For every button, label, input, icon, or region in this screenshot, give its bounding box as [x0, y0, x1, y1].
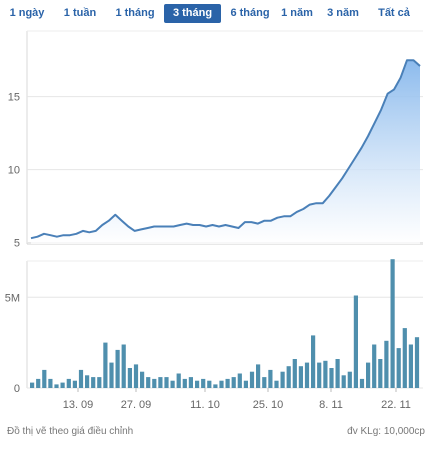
volume-bar	[347, 371, 352, 388]
volume-bar	[188, 377, 193, 388]
volume-bar	[304, 362, 310, 388]
volume-bar	[323, 360, 328, 388]
volume-bar	[396, 348, 401, 388]
volume-bars	[30, 259, 420, 388]
volume-bar	[390, 259, 395, 388]
volume-bar	[219, 380, 224, 388]
tab-all[interactable]: Tất cả	[378, 7, 410, 19]
volume-bar	[36, 378, 41, 388]
volume-bar	[311, 335, 316, 388]
volume-bar	[42, 369, 47, 388]
price-tick-label: 15	[8, 92, 20, 104]
adjusted-price-note: Đồ thị vẽ theo giá điều chỉnh	[7, 426, 134, 437]
volume-bar	[103, 342, 108, 388]
date-tick-label: 8. 11	[319, 399, 343, 411]
date-tick-label: 27. 09	[121, 399, 152, 411]
date-tick-label: 25. 10	[253, 399, 284, 411]
period-tabs: 1 ngày 1 tuần 1 tháng 3 tháng 6 tháng 1 …	[6, 4, 431, 24]
volume-bar	[414, 337, 420, 388]
volume-bar	[195, 380, 200, 388]
volume-bar	[48, 378, 53, 388]
volume-bar	[402, 328, 407, 388]
volume-bar	[85, 375, 90, 388]
volume-bar	[213, 384, 218, 388]
volume-bar	[66, 378, 71, 388]
tab-1-week[interactable]: 1 tuần	[63, 7, 97, 19]
volume-bar	[91, 377, 96, 388]
volume-bar	[152, 378, 157, 388]
volume-bar	[54, 384, 59, 388]
price-axis: 5 10 15	[8, 92, 20, 250]
tab-3-years[interactable]: 3 năm	[327, 7, 359, 19]
price-line	[30, 59, 421, 240]
volume-bar	[225, 378, 230, 388]
volume-bar	[378, 359, 383, 388]
volume-tick-label: 0	[14, 383, 20, 395]
date-tick-label: 13. 09	[63, 399, 94, 411]
volume-unit-note: đv KLg: 10,000cp	[347, 426, 425, 437]
volume-bar	[408, 344, 413, 388]
volume-bar	[274, 380, 279, 388]
volume-bar	[78, 369, 84, 388]
volume-bar	[366, 362, 371, 388]
volume-bar	[372, 344, 377, 388]
volume-bar	[97, 377, 102, 388]
date-tick-label: 22. 11	[381, 399, 411, 411]
price-area-series	[30, 59, 421, 245]
volume-bar	[335, 359, 340, 388]
volume-bar	[231, 377, 236, 388]
volume-bar	[353, 295, 358, 388]
volume-bar	[158, 377, 163, 388]
tab-3-months[interactable]: 3 tháng	[164, 4, 221, 23]
volume-bar	[243, 380, 248, 388]
volume-bar	[30, 382, 35, 388]
volume-bar	[109, 362, 114, 388]
price-area-fill	[31, 60, 420, 245]
volume-axis: 0 5M	[5, 292, 20, 395]
volume-bar	[72, 380, 77, 388]
volume-bar	[329, 368, 334, 388]
volume-bar	[249, 371, 255, 388]
tab-1-year[interactable]: 1 năm	[281, 7, 313, 19]
volume-bar	[60, 382, 65, 388]
tab-6-months[interactable]: 6 tháng	[230, 7, 270, 19]
date-axis: 13. 09 27. 09 11. 10 25. 10 8. 11 22. 11	[63, 388, 411, 411]
volume-bar	[298, 366, 303, 388]
volume-bar	[237, 373, 242, 388]
volume-bar	[341, 375, 346, 388]
volume-bar	[256, 364, 261, 388]
tab-1-day[interactable]: 1 ngày	[9, 7, 45, 19]
volume-bar	[146, 377, 151, 388]
volume-bar	[164, 377, 169, 388]
volume-bar	[268, 369, 273, 388]
volume-bar	[262, 377, 267, 388]
volume-bar	[384, 340, 389, 388]
volume-bar	[201, 378, 206, 388]
volume-bar	[170, 380, 175, 388]
price-tick-label: 10	[8, 165, 20, 177]
volume-bar	[359, 378, 365, 388]
volume-bar	[176, 373, 181, 388]
volume-bar	[121, 344, 126, 388]
volume-bar	[317, 362, 322, 388]
price-tick-label: 5	[14, 238, 20, 250]
tab-1-month[interactable]: 1 tháng	[115, 7, 155, 19]
volume-bar	[292, 359, 297, 388]
volume-bar	[182, 378, 187, 388]
volume-bar	[133, 364, 139, 388]
date-tick-label: 11. 10	[190, 399, 220, 411]
volume-bar	[286, 366, 291, 388]
volume-bar	[115, 349, 120, 388]
volume-bar	[207, 380, 212, 388]
volume-bar	[280, 371, 285, 388]
volume-tick-label: 5M	[5, 292, 20, 304]
volume-bar	[127, 368, 132, 388]
volume-bar	[140, 371, 145, 388]
